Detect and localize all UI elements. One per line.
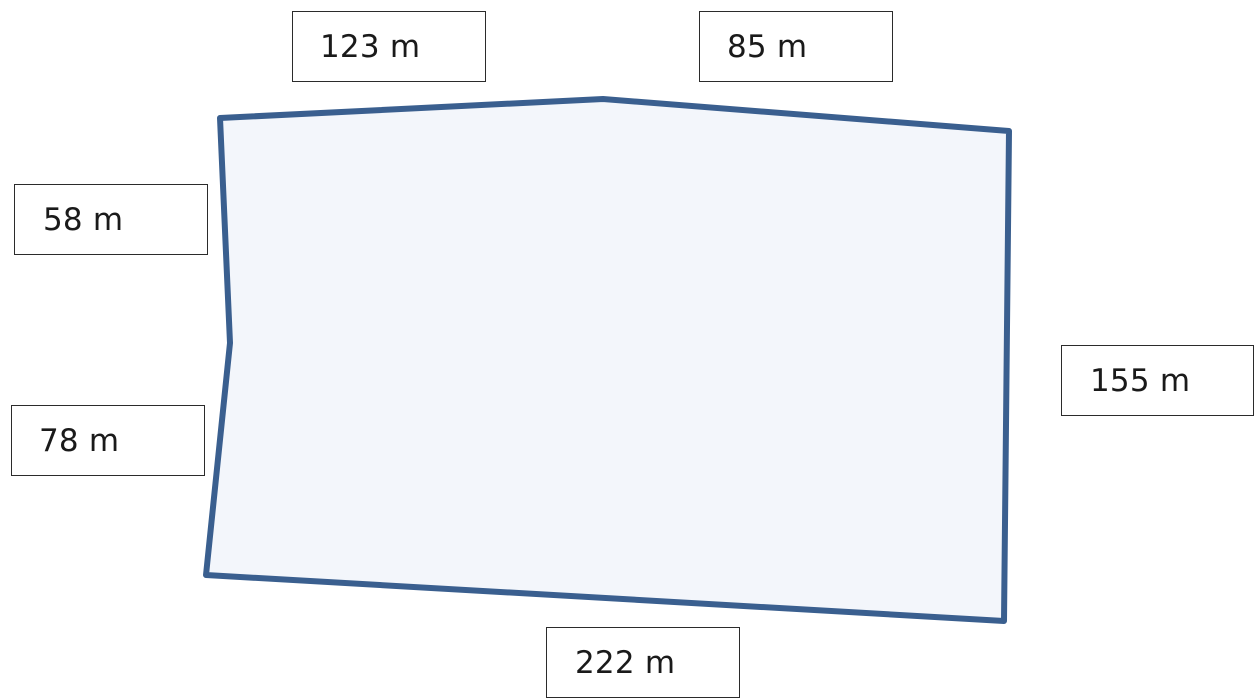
side-length-label-bottom: 222 m <box>546 627 740 698</box>
side-length-text-left-upper: 58 m <box>43 201 124 238</box>
side-length-text-bottom: 222 m <box>575 644 676 681</box>
side-length-label-left-lower: 78 m <box>11 405 205 476</box>
plot-polygon <box>203 96 1012 624</box>
side-length-text-right: 155 m <box>1090 362 1191 399</box>
side-length-label-top-right: 85 m <box>699 11 893 82</box>
side-length-text-top-right: 85 m <box>727 28 808 65</box>
side-length-label-left-upper: 58 m <box>14 184 208 255</box>
side-length-text-top-left: 123 m <box>320 28 421 65</box>
side-length-label-top-left: 123 m <box>292 11 486 82</box>
side-length-text-left-lower: 78 m <box>39 422 120 459</box>
side-length-label-right: 155 m <box>1061 345 1254 416</box>
